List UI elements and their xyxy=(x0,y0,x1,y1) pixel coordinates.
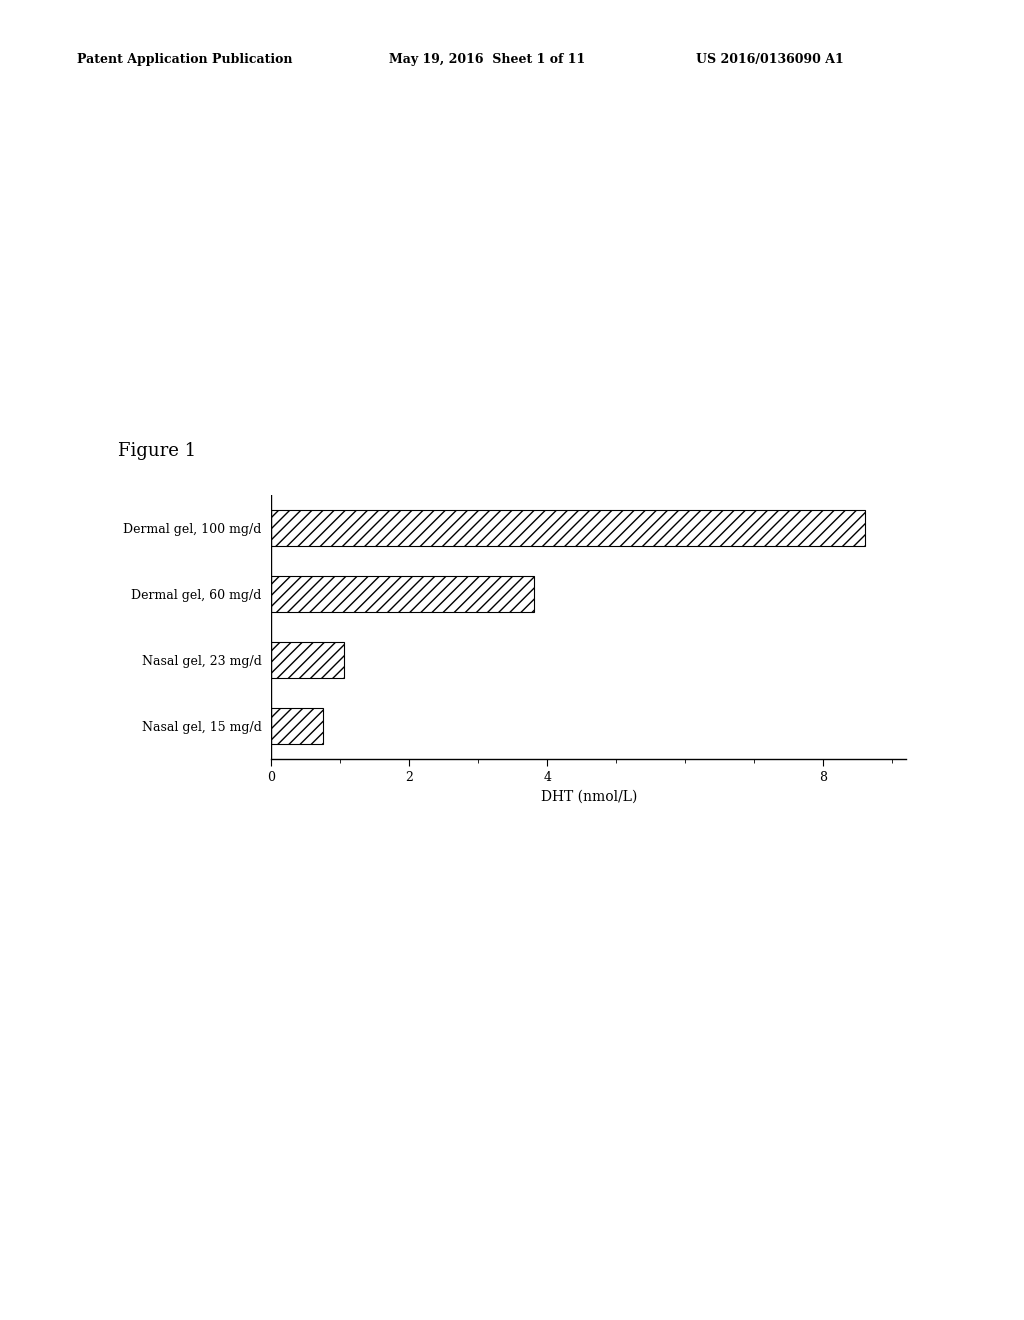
Bar xyxy=(271,510,865,546)
Bar xyxy=(271,708,324,744)
Text: Patent Application Publication: Patent Application Publication xyxy=(77,53,292,66)
Bar xyxy=(271,642,344,678)
X-axis label: DHT (nmol/L): DHT (nmol/L) xyxy=(541,789,637,804)
Text: Figure 1: Figure 1 xyxy=(118,442,196,461)
Text: May 19, 2016  Sheet 1 of 11: May 19, 2016 Sheet 1 of 11 xyxy=(389,53,586,66)
Text: US 2016/0136090 A1: US 2016/0136090 A1 xyxy=(696,53,844,66)
Bar xyxy=(271,576,534,612)
